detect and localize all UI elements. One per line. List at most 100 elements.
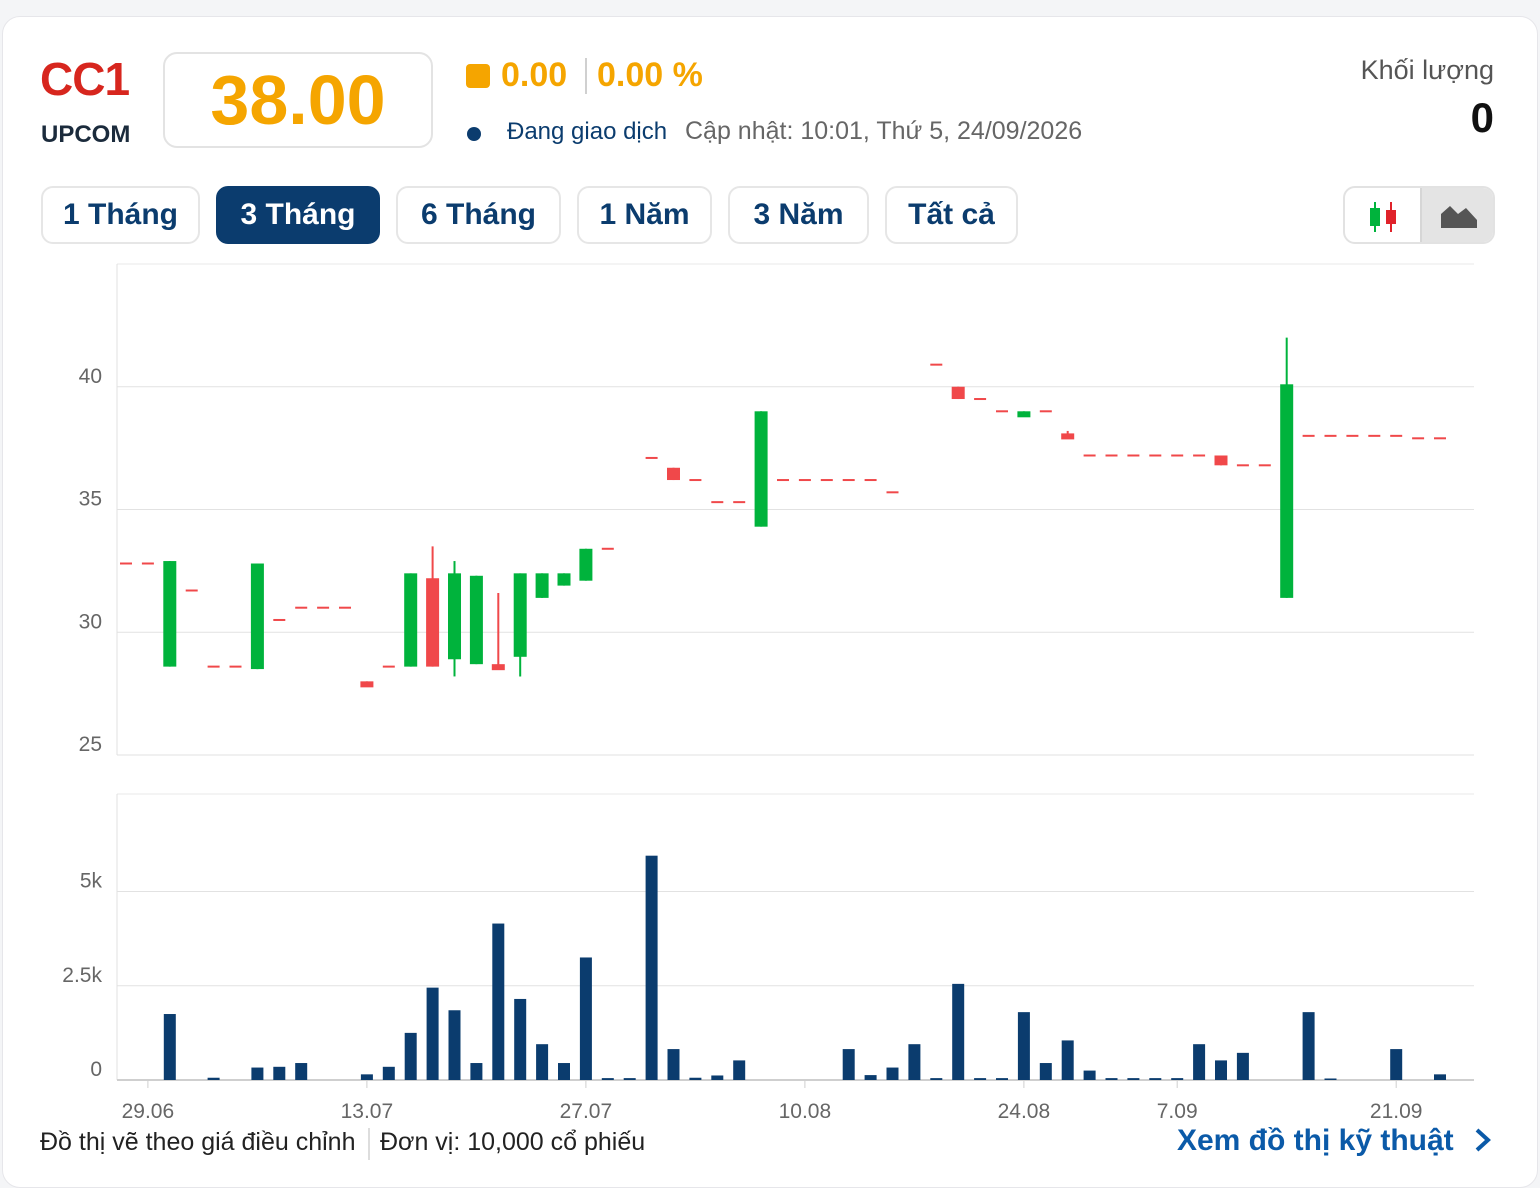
volume-bar xyxy=(273,1066,286,1080)
area-chart-icon xyxy=(1441,206,1477,228)
volume-bar xyxy=(492,923,505,1080)
price-axis-tick-label: 40 xyxy=(79,365,102,388)
candle-down xyxy=(426,578,440,667)
candle-up xyxy=(535,573,549,598)
volume-bar xyxy=(711,1075,724,1080)
volume-bar xyxy=(1105,1078,1118,1080)
volume-bar xyxy=(930,1078,943,1080)
current-price: 38.00 xyxy=(210,61,386,139)
volume-bar xyxy=(974,1078,987,1080)
candle-up xyxy=(579,548,593,581)
candle-up xyxy=(163,561,177,667)
candle-up xyxy=(1017,411,1031,418)
status-dot-icon xyxy=(467,127,481,141)
candlestick-icon xyxy=(1370,202,1396,232)
candle-up xyxy=(754,411,768,527)
volume-bar xyxy=(1193,1044,1206,1080)
footer-divider xyxy=(368,1128,370,1160)
candle-down xyxy=(667,467,680,481)
volume-axis-tick-label: 0 xyxy=(90,1058,102,1081)
candle-up xyxy=(469,575,483,665)
tab-3-years[interactable]: 3 Năm xyxy=(728,186,869,244)
volume-bar xyxy=(623,1078,636,1080)
tab-1-month[interactable]: 1 Tháng xyxy=(41,186,200,244)
volume-bar xyxy=(842,1049,855,1080)
volume-bar xyxy=(601,1078,614,1080)
last-updated: Cập nhật: 10:01, Thứ 5, 24/09/2026 xyxy=(685,117,1083,145)
candle-down xyxy=(360,681,374,688)
volume-bar xyxy=(163,1014,176,1080)
candle-up xyxy=(448,573,461,660)
volume-bar xyxy=(207,1077,220,1080)
volume-bar xyxy=(470,1063,483,1080)
volume-bar xyxy=(558,1063,570,1080)
candle-up xyxy=(513,573,527,657)
adjusted-price-note: Đồ thị vẽ theo giá điều chỉnh xyxy=(40,1128,356,1156)
volume-bar xyxy=(448,1010,461,1080)
volume-unit-note: Đơn vị: 10,000 cổ phiếu xyxy=(380,1128,646,1156)
candle-down xyxy=(1061,433,1075,440)
volume-bar xyxy=(1039,1063,1052,1080)
ticker-symbol: CC1 xyxy=(40,53,130,105)
technical-chart-link[interactable]: Xem đồ thị kỹ thuật xyxy=(1177,1124,1494,1158)
volume-bar xyxy=(360,1074,373,1080)
x-axis-tick-label: 10.08 xyxy=(779,1100,832,1123)
volume-bar xyxy=(908,1044,921,1080)
area-mode-button[interactable] xyxy=(1420,188,1493,242)
x-axis-tick-label: 21.09 xyxy=(1370,1100,1423,1123)
volume-bar xyxy=(1083,1070,1096,1080)
price-box: 38.00 xyxy=(163,52,433,148)
change-divider xyxy=(585,58,587,94)
candle-down xyxy=(491,664,505,671)
price-axis-tick-label: 35 xyxy=(79,488,102,511)
volume-bar xyxy=(1017,1012,1030,1080)
volume-bar xyxy=(864,1075,877,1080)
candle-up xyxy=(404,573,418,667)
x-axis-tick-label: 29.06 xyxy=(122,1100,175,1123)
volume-bar xyxy=(536,1044,549,1080)
trading-status: Đang giao dịch xyxy=(507,118,668,145)
volume-bar xyxy=(645,855,658,1080)
volume-bar xyxy=(426,987,439,1080)
volume-bar xyxy=(382,1066,395,1080)
candle-up xyxy=(1280,384,1294,598)
volume-bar xyxy=(1302,1012,1315,1080)
volume-bar xyxy=(295,1063,308,1080)
volume-bar xyxy=(667,1049,680,1080)
tab-3-months[interactable]: 3 Tháng xyxy=(216,186,380,244)
volume-bar xyxy=(251,1067,264,1080)
volume-bar xyxy=(1434,1074,1446,1080)
volume-bar xyxy=(1236,1052,1249,1080)
price-axis-tick-label: 30 xyxy=(79,610,102,633)
candlestick-mode-button[interactable] xyxy=(1345,188,1420,242)
price-change: 0.00 xyxy=(501,56,568,94)
volume-bar xyxy=(404,1032,417,1080)
x-axis-tick-label: 7.09 xyxy=(1157,1100,1198,1123)
x-axis-tick-label: 24.08 xyxy=(998,1100,1051,1123)
volume-bar xyxy=(1127,1078,1140,1080)
volume-bar xyxy=(1324,1078,1337,1080)
technical-chart-link-label: Xem đồ thị kỹ thuật xyxy=(1176,1124,1454,1157)
tab-all[interactable]: Tất cả xyxy=(885,186,1018,244)
price-axis-tick-label: 25 xyxy=(79,733,102,756)
candle-down xyxy=(1214,455,1228,466)
volume-axis-tick-label: 2.5k xyxy=(62,964,102,987)
candle-down xyxy=(951,386,965,400)
volume-bar xyxy=(733,1060,746,1080)
volume-bar xyxy=(996,1078,1008,1080)
volume-bar xyxy=(886,1067,899,1080)
volume-bar xyxy=(689,1077,702,1080)
tab-6-months[interactable]: 6 Tháng xyxy=(396,186,561,244)
volume-bar xyxy=(952,983,965,1080)
price-change-percent: 0.00 % xyxy=(597,56,703,94)
volume-bar xyxy=(1171,1078,1184,1080)
volume-bar xyxy=(1390,1049,1403,1080)
tab-1-year[interactable]: 1 Năm xyxy=(577,186,712,244)
x-axis-tick-label: 13.07 xyxy=(341,1100,394,1123)
reference-square-icon xyxy=(466,64,490,88)
volume-axis-tick-label: 5k xyxy=(80,870,103,893)
candle-up xyxy=(557,573,571,586)
volume-bar xyxy=(1215,1060,1227,1080)
exchange-label: UPCOM xyxy=(41,121,131,148)
